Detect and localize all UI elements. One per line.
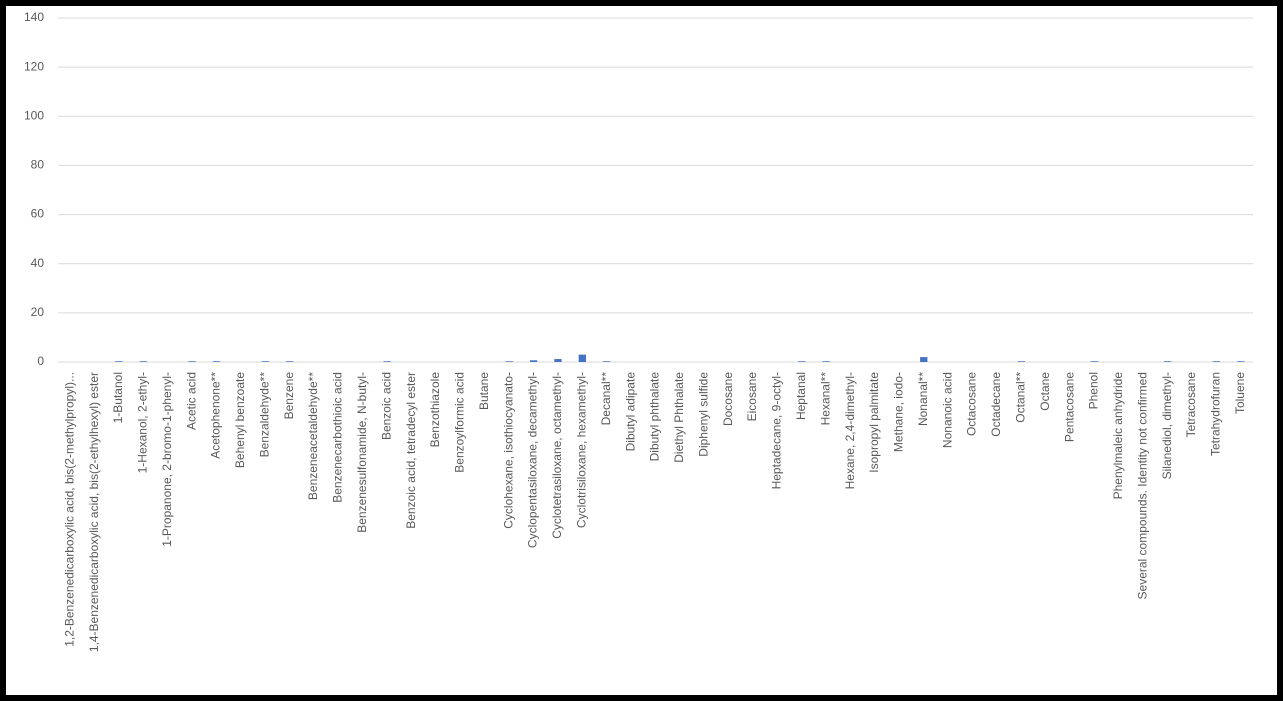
bar (822, 361, 830, 362)
bar (139, 361, 148, 362)
y-tick-label: 40 (31, 256, 45, 270)
bar (603, 361, 611, 362)
x-tick-label: 1-Hexanol, 2-ethyl- (136, 372, 150, 473)
x-tick-label: Isopropyl palmitate (867, 372, 881, 473)
x-tick-label: Diethyl Phthalate (672, 372, 686, 463)
x-tick-label: Several compounds. Identity not confirme… (1135, 372, 1149, 599)
x-tick-label: 1,4-Benzenedicarboxylic acid, bis(2-ethy… (87, 372, 101, 652)
x-tick-label: Acetic acid (184, 372, 198, 430)
y-tick-label: 60 (31, 207, 45, 221)
bar (383, 361, 391, 362)
bar (920, 357, 928, 362)
bar (1212, 361, 1221, 362)
x-tick-label: Pentacosane (1062, 372, 1076, 442)
bar (1163, 361, 1172, 362)
x-tick-label: Butane (477, 372, 491, 410)
y-tick-label: 80 (31, 158, 45, 172)
x-tick-label: Toluene (1233, 372, 1247, 414)
x-tick-label: Benzenecarbothioic acid (331, 372, 345, 503)
x-tick-label: Benzothiazole (428, 372, 442, 448)
x-tick-label: Silanediol, dimethyl- (1160, 372, 1174, 479)
x-tick-label: Benzoic acid, tetradecyl ester (404, 372, 418, 529)
bar (578, 354, 586, 362)
x-tick-label: Heptanal (794, 372, 808, 420)
bar (115, 361, 123, 362)
x-tick-label: Phenylmaleic anhydride (1111, 372, 1125, 500)
x-tick-label: Behenyl benzoate (233, 372, 247, 468)
x-tick-label: Benzaldehyde** (257, 372, 271, 458)
x-tick-label: Heptadecane, 9-octyl- (770, 372, 784, 489)
bar (798, 361, 806, 362)
x-tick-label: 1-Propanone, 2-bromo-1-phenyl- (160, 372, 174, 547)
y-tick-label: 20 (31, 305, 45, 319)
x-tick-label: Octanal** (1013, 372, 1027, 423)
bar (188, 361, 196, 362)
y-tick-label: 140 (24, 10, 44, 24)
x-tick-label: Tetrahydrofuran (1209, 372, 1223, 456)
bar (1017, 361, 1025, 362)
x-tick-label: Octane (1038, 372, 1052, 411)
x-tick-label: Nonanal** (916, 372, 930, 426)
x-tick-label: 1-Butanol (111, 372, 125, 423)
bar (529, 360, 538, 362)
bar (286, 361, 294, 362)
x-tick-label: Hexane, 2,4-dimethyl- (843, 372, 857, 489)
x-tick-label: Docosane (721, 372, 735, 426)
x-tick-label: Dibutyl phthalate (648, 372, 662, 462)
x-tick-label: Benzeneacetaldehyde** (306, 372, 320, 500)
y-tick-label: 120 (24, 59, 44, 73)
x-tick-label: Octadecane (989, 372, 1003, 437)
bar (1090, 361, 1099, 362)
x-tick-label: Dibutyl adipate (623, 372, 637, 452)
x-tick-label: Benzoic acid (379, 372, 393, 440)
x-tick-label: Methane, iodo- (892, 372, 906, 452)
x-tick-label: Benzene (282, 372, 296, 420)
y-tick-label: 0 (37, 354, 44, 368)
x-tick-label: Decanal** (599, 372, 613, 426)
x-tick-label: Benzenesulfonamide, N-butyl- (355, 372, 369, 533)
x-tick-label: Acetophenone** (209, 372, 223, 459)
x-tick-label: Hexanal** (818, 372, 832, 426)
x-tick-label: Cyclopentasiloxane, decamethyl- (526, 372, 540, 548)
bar (554, 359, 562, 362)
chart-area (6, 6, 1277, 695)
x-tick-label: Octacosane (965, 372, 979, 436)
x-tick-label: Cyclotrisiloxane, hexamethyl- (575, 372, 589, 528)
bar (212, 361, 221, 362)
bar (1237, 361, 1245, 362)
x-tick-label: Nonanoic acid (940, 372, 954, 448)
x-tick-label: Eicosane (745, 372, 759, 422)
bar (505, 361, 513, 362)
y-tick-label: 100 (24, 108, 44, 122)
x-tick-label: Cyclohexane, isothiocyanato- (501, 372, 515, 529)
x-tick-label: Benzoylformic acid (453, 372, 467, 473)
x-tick-label: Tetracosane (1184, 372, 1198, 438)
bar (261, 361, 269, 362)
x-tick-label: Phenol (1087, 372, 1101, 409)
x-tick-label: Diphenyl sulfide (696, 372, 710, 457)
x-tick-label: Cyclotetrasiloxane, octamethyl- (550, 372, 564, 539)
x-tick-label: 1,2-Benzenedicarboxylic acid, bis(2-meth… (62, 372, 76, 647)
